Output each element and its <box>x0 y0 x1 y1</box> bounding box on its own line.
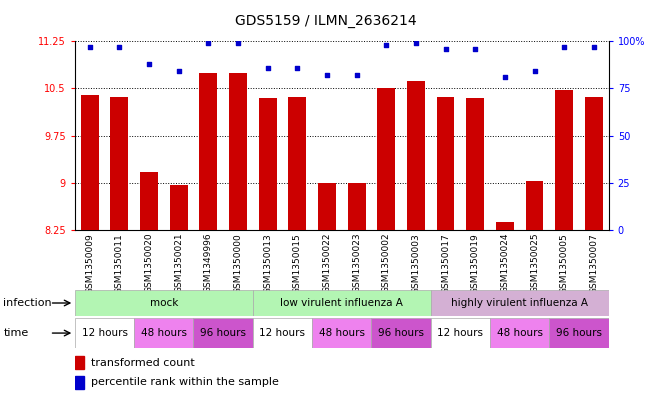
Bar <box>348 183 365 230</box>
Point <box>322 72 332 78</box>
Bar <box>229 73 247 230</box>
Text: 12 hours: 12 hours <box>437 328 484 338</box>
Bar <box>288 97 306 230</box>
Bar <box>75 318 134 348</box>
Text: GSM1350000: GSM1350000 <box>234 233 242 294</box>
Text: highly virulent influenza A: highly virulent influenza A <box>451 298 589 308</box>
Point <box>203 40 214 46</box>
Bar <box>140 172 158 230</box>
Bar <box>253 318 312 348</box>
Text: mock: mock <box>150 298 178 308</box>
Point <box>470 46 480 52</box>
Point <box>85 44 95 50</box>
Bar <box>75 376 85 389</box>
Bar <box>431 318 490 348</box>
Bar <box>258 98 277 230</box>
Text: time: time <box>3 328 29 338</box>
Text: GSM1350023: GSM1350023 <box>352 233 361 294</box>
Text: 48 hours: 48 hours <box>319 328 365 338</box>
Text: GSM1350005: GSM1350005 <box>560 233 569 294</box>
Point <box>292 64 303 71</box>
Bar <box>431 290 609 316</box>
Text: GSM1350017: GSM1350017 <box>441 233 450 294</box>
Bar <box>318 183 336 230</box>
Text: GSM1350013: GSM1350013 <box>263 233 272 294</box>
Bar <box>549 318 609 348</box>
Text: transformed count: transformed count <box>91 358 195 368</box>
Text: infection: infection <box>3 298 52 308</box>
Bar <box>378 88 395 230</box>
Point <box>144 61 154 67</box>
Bar <box>253 290 431 316</box>
Text: 96 hours: 96 hours <box>556 328 602 338</box>
Text: GSM1350002: GSM1350002 <box>381 233 391 294</box>
Bar <box>407 81 425 230</box>
Point <box>500 74 510 80</box>
Bar <box>496 222 514 230</box>
Bar <box>75 290 253 316</box>
Point <box>440 46 450 52</box>
Point <box>589 44 599 50</box>
Bar <box>437 97 454 230</box>
Point <box>352 72 362 78</box>
Text: GSM1350019: GSM1350019 <box>471 233 480 294</box>
Bar <box>555 90 573 230</box>
Text: GSM1350003: GSM1350003 <box>411 233 421 294</box>
Text: GSM1350024: GSM1350024 <box>501 233 509 293</box>
Bar <box>372 318 431 348</box>
Bar <box>585 97 603 230</box>
Text: GSM1350022: GSM1350022 <box>322 233 331 293</box>
Point <box>411 40 421 46</box>
Bar <box>490 318 549 348</box>
Text: 96 hours: 96 hours <box>378 328 424 338</box>
Point <box>559 44 570 50</box>
Bar <box>199 73 217 230</box>
Text: low virulent influenza A: low virulent influenza A <box>281 298 403 308</box>
Text: 96 hours: 96 hours <box>200 328 246 338</box>
Text: GSM1350021: GSM1350021 <box>174 233 183 294</box>
Point <box>262 64 273 71</box>
Text: GSM1350009: GSM1350009 <box>85 233 94 294</box>
Point <box>114 44 124 50</box>
Text: 48 hours: 48 hours <box>141 328 187 338</box>
Text: percentile rank within the sample: percentile rank within the sample <box>91 377 279 387</box>
Text: GDS5159 / ILMN_2636214: GDS5159 / ILMN_2636214 <box>235 14 416 28</box>
Text: GSM1350007: GSM1350007 <box>589 233 598 294</box>
Point <box>233 40 243 46</box>
Point <box>529 68 540 75</box>
Point <box>381 42 391 48</box>
Bar <box>81 95 98 230</box>
Bar <box>170 185 187 230</box>
Text: 12 hours: 12 hours <box>260 328 305 338</box>
Bar <box>75 356 85 369</box>
Text: 12 hours: 12 hours <box>81 328 128 338</box>
Text: GSM1349996: GSM1349996 <box>204 233 213 294</box>
Bar <box>466 98 484 230</box>
Bar <box>312 318 372 348</box>
Point <box>173 68 184 75</box>
Text: 48 hours: 48 hours <box>497 328 543 338</box>
Text: GSM1350020: GSM1350020 <box>145 233 154 294</box>
Bar <box>111 97 128 230</box>
Bar <box>525 182 544 230</box>
Text: GSM1350015: GSM1350015 <box>293 233 302 294</box>
Bar <box>134 318 193 348</box>
Text: GSM1350025: GSM1350025 <box>530 233 539 294</box>
Bar <box>193 318 253 348</box>
Text: GSM1350011: GSM1350011 <box>115 233 124 294</box>
